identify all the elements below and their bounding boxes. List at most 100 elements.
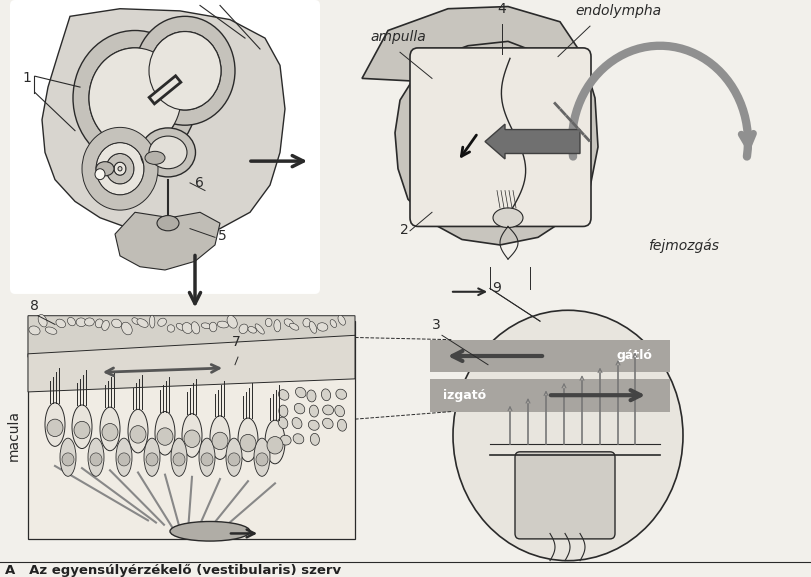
Ellipse shape [227, 316, 237, 328]
Ellipse shape [303, 319, 310, 327]
Ellipse shape [278, 389, 289, 400]
Wedge shape [96, 143, 144, 195]
Text: 9: 9 [491, 281, 500, 295]
Text: macula: macula [7, 410, 21, 461]
Ellipse shape [264, 420, 285, 464]
Ellipse shape [95, 319, 103, 328]
Circle shape [74, 421, 90, 439]
Circle shape [201, 453, 212, 466]
Ellipse shape [238, 324, 247, 334]
Ellipse shape [45, 327, 57, 334]
Ellipse shape [169, 522, 250, 541]
Text: endolympha: endolympha [574, 4, 660, 18]
Circle shape [173, 453, 185, 466]
Ellipse shape [225, 438, 242, 476]
Ellipse shape [278, 405, 288, 417]
Ellipse shape [308, 420, 319, 430]
Text: izgató: izgató [443, 389, 486, 402]
Text: 2: 2 [400, 223, 408, 237]
FancyBboxPatch shape [514, 452, 614, 539]
Ellipse shape [101, 320, 109, 331]
Ellipse shape [157, 318, 166, 327]
Ellipse shape [122, 322, 132, 335]
Polygon shape [42, 9, 285, 239]
Text: 5: 5 [217, 228, 226, 242]
Ellipse shape [167, 325, 174, 332]
Circle shape [267, 437, 283, 454]
Ellipse shape [145, 151, 165, 164]
Ellipse shape [84, 318, 94, 326]
Ellipse shape [255, 324, 264, 334]
Ellipse shape [217, 321, 229, 328]
Ellipse shape [140, 128, 195, 177]
Ellipse shape [144, 438, 160, 476]
Text: A   Az egyensúlyérzékelő (vestibularis) szerv: A Az egyensúlyérzékelő (vestibularis) sz… [5, 564, 341, 577]
Ellipse shape [284, 319, 294, 327]
Ellipse shape [337, 315, 345, 325]
Ellipse shape [182, 323, 192, 334]
Ellipse shape [112, 319, 122, 328]
Circle shape [118, 453, 130, 466]
Text: fejmozgás: fejmozgás [647, 239, 718, 253]
Ellipse shape [155, 411, 175, 455]
Ellipse shape [116, 438, 132, 476]
Ellipse shape [289, 323, 298, 330]
Text: gátló: gátló [616, 350, 651, 362]
Ellipse shape [56, 319, 66, 328]
Ellipse shape [210, 416, 230, 459]
Circle shape [62, 453, 74, 466]
Circle shape [184, 430, 200, 447]
FancyBboxPatch shape [10, 0, 320, 294]
Ellipse shape [317, 323, 328, 331]
Ellipse shape [307, 390, 315, 402]
Ellipse shape [67, 317, 75, 326]
Circle shape [95, 168, 105, 179]
Ellipse shape [238, 418, 258, 462]
Ellipse shape [336, 389, 346, 399]
Ellipse shape [330, 320, 336, 328]
Ellipse shape [334, 406, 344, 417]
Ellipse shape [292, 418, 302, 429]
Circle shape [453, 310, 682, 561]
Text: 1: 1 [22, 70, 31, 85]
Circle shape [47, 419, 63, 437]
Ellipse shape [273, 320, 281, 332]
Ellipse shape [29, 326, 40, 335]
Circle shape [146, 453, 158, 466]
Ellipse shape [294, 403, 304, 414]
Ellipse shape [128, 409, 148, 453]
Circle shape [102, 424, 118, 441]
Ellipse shape [265, 319, 272, 327]
Ellipse shape [201, 323, 210, 329]
Text: ampulla: ampulla [370, 31, 425, 44]
Text: 6: 6 [195, 176, 204, 190]
Ellipse shape [38, 314, 47, 327]
FancyArrow shape [484, 124, 579, 159]
FancyBboxPatch shape [430, 379, 669, 411]
Ellipse shape [171, 438, 187, 476]
Circle shape [228, 453, 240, 466]
Ellipse shape [45, 403, 65, 447]
Wedge shape [106, 153, 134, 184]
Wedge shape [82, 128, 158, 210]
Ellipse shape [310, 433, 319, 445]
Ellipse shape [148, 136, 187, 168]
Circle shape [240, 434, 255, 452]
Ellipse shape [191, 322, 200, 334]
Ellipse shape [309, 321, 316, 334]
Text: 7: 7 [232, 335, 240, 349]
Ellipse shape [131, 318, 139, 324]
Circle shape [255, 453, 268, 466]
Text: 3: 3 [431, 318, 440, 332]
Ellipse shape [96, 162, 114, 176]
Ellipse shape [137, 319, 148, 327]
Ellipse shape [337, 419, 346, 431]
Ellipse shape [88, 438, 104, 476]
Ellipse shape [72, 405, 92, 448]
Ellipse shape [149, 315, 155, 328]
Ellipse shape [322, 418, 333, 429]
Ellipse shape [182, 414, 202, 457]
Circle shape [212, 432, 228, 449]
Polygon shape [115, 212, 220, 270]
Circle shape [90, 453, 102, 466]
